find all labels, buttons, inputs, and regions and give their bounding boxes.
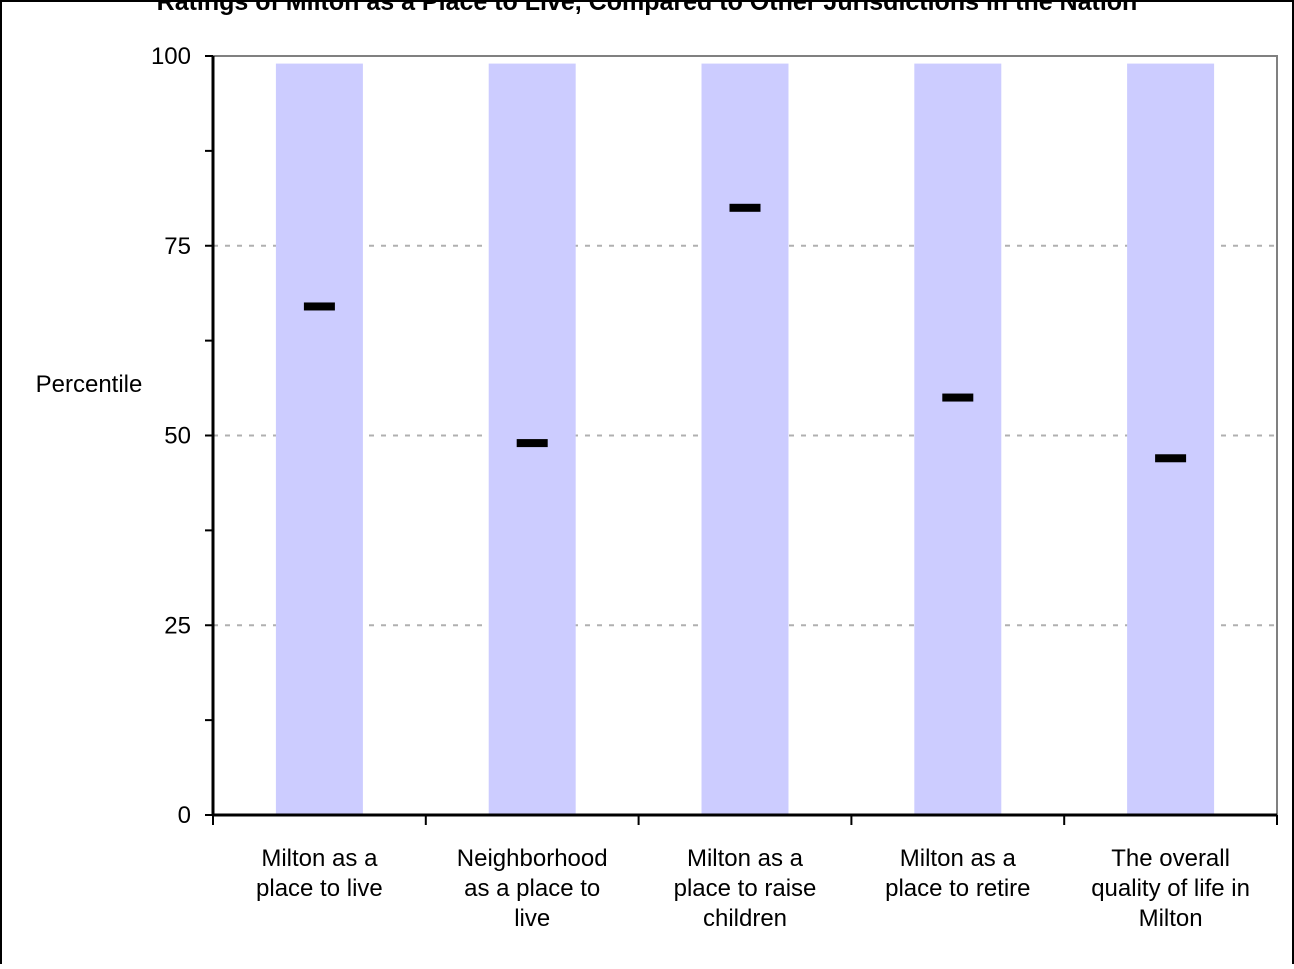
category-label: Milton as a place to live <box>256 845 383 902</box>
category-label: Neighborhood as a place to live <box>457 845 608 932</box>
axes <box>205 55 1278 825</box>
y-tick-label: 75 <box>164 233 191 260</box>
category-label: The overall quality of life in Milton <box>1091 845 1250 932</box>
category-label-line: Milton as a <box>900 845 1017 872</box>
y-tick-label: 0 <box>178 802 191 829</box>
y-tick-label: 25 <box>164 612 191 639</box>
y-tick-label: 50 <box>164 423 191 450</box>
range-bar <box>701 63 789 815</box>
percentile-range-bars <box>275 63 1215 815</box>
category-label: Milton as a place to retire <box>885 845 1030 902</box>
y-axis-label: Percentile <box>36 371 143 398</box>
rating-marker <box>516 439 548 448</box>
chart-title: Ratings of Milton as a Place to Live, Co… <box>157 0 1138 16</box>
category-label-line: Milton as a <box>687 845 804 872</box>
range-bar <box>1127 63 1215 815</box>
category-label-line: The overall <box>1111 845 1230 872</box>
rating-marker <box>729 203 761 212</box>
category-label-line: place to retire <box>885 875 1030 902</box>
rating-marker <box>942 393 974 402</box>
rating-markers <box>303 203 1187 463</box>
category-label-line: place to raise <box>674 875 817 902</box>
range-bar <box>914 63 1002 815</box>
category-labels: Milton as a place to live Neighborhood as a… <box>256 845 1250 932</box>
category-label-line: quality of life in <box>1091 875 1250 902</box>
category-label: Milton as a place to raise children <box>674 845 817 932</box>
category-label-line: live <box>514 905 550 932</box>
rating-marker <box>303 302 335 311</box>
category-label-line: children <box>703 905 787 932</box>
category-label-line: as a place to <box>464 875 600 902</box>
y-tick-label: 100 <box>151 43 191 70</box>
category-label-line: place to live <box>256 875 383 902</box>
rating-marker <box>1155 454 1187 463</box>
category-label-line: Neighborhood <box>457 845 608 872</box>
range-bar <box>275 63 363 815</box>
category-label-line: Milton as a <box>261 845 378 872</box>
category-label-line: Milton <box>1139 905 1203 932</box>
y-tick-labels: 0 25 50 75 100 <box>151 43 191 829</box>
